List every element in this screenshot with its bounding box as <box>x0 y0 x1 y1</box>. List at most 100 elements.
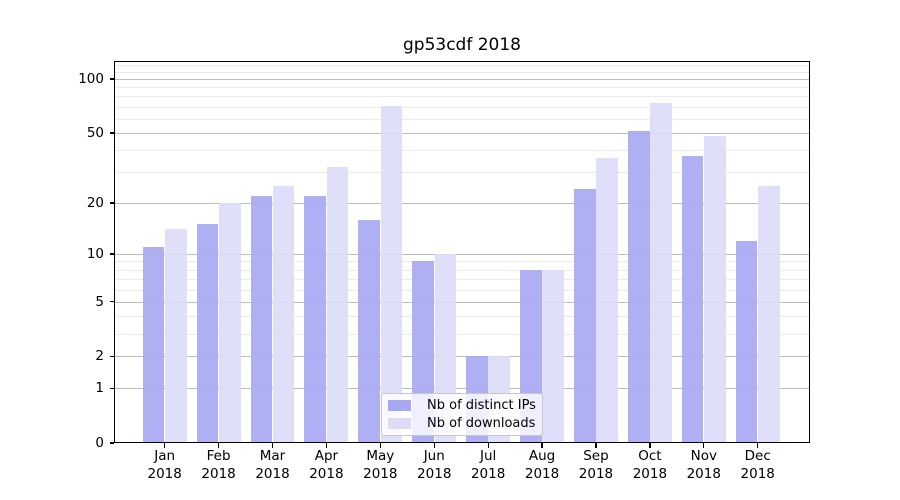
x-tick-label-jun: Jun 2018 <box>402 448 466 483</box>
bar-downloads-nov <box>704 136 726 443</box>
y-tick-label: 0 <box>95 435 104 451</box>
bar-distinct-ips-feb <box>196 224 219 443</box>
gridline-minor <box>114 269 810 271</box>
y-tick-mark <box>110 387 114 390</box>
y-tick-mark <box>110 301 114 303</box>
legend-swatch-downloads <box>388 417 411 429</box>
legend-item-downloads: Nb of downloads <box>388 416 536 431</box>
x-tick-label-aug: Aug 2018 <box>510 448 574 483</box>
gridline-minor <box>114 87 810 89</box>
x-tick-year: 2018 <box>255 465 290 482</box>
gridline-minor <box>114 71 810 73</box>
x-tick-mark <box>164 443 166 448</box>
y-tick-label: 10 <box>86 245 104 262</box>
legend: Nb of distinct IPs Nb of downloads <box>381 393 543 436</box>
legend-label-distinct-ips: Nb of distinct IPs <box>427 398 536 414</box>
x-tick-year: 2018 <box>632 465 668 482</box>
x-tick-month: Feb <box>206 448 231 464</box>
gridline-minor <box>114 118 810 120</box>
x-tick-month: Jul <box>479 448 497 464</box>
y-tick-mark <box>110 202 114 204</box>
gridline-minor <box>114 289 810 291</box>
bar-downloads-oct <box>650 102 672 443</box>
x-tick-month: Nov <box>690 448 717 464</box>
bar-downloads-jan <box>164 229 187 443</box>
gridline-minor <box>114 316 810 318</box>
bar-downloads-sep <box>596 158 618 443</box>
gridline-major <box>114 253 810 255</box>
x-tick-label-dec: Dec 2018 <box>726 448 790 483</box>
gridline-major <box>114 132 810 134</box>
gridline-minor <box>114 150 810 152</box>
bar-downloads-dec <box>758 186 780 443</box>
bar-distinct-ips-apr <box>304 195 327 443</box>
x-tick-mark <box>649 443 651 448</box>
x-tick-mark <box>703 443 705 448</box>
bar-downloads-aug <box>542 269 565 443</box>
x-tick-month: Oct <box>638 448 662 464</box>
x-tick-label-mar: Mar 2018 <box>241 448 305 483</box>
legend-label-downloads: Nb of downloads <box>427 415 536 431</box>
x-tick-mark <box>487 443 489 448</box>
y-tick-mark <box>110 132 114 134</box>
x-tick-month: Sep <box>583 448 609 464</box>
x-tick-year: 2018 <box>470 465 506 482</box>
gridline-minor <box>114 261 810 263</box>
bar-distinct-ips-nov <box>681 156 704 443</box>
x-tick-year: 2018 <box>363 465 398 482</box>
gridline-minor <box>114 96 810 98</box>
x-tick-mark <box>541 443 543 448</box>
x-tick-label-oct: Oct 2018 <box>618 448 682 483</box>
legend-swatch-distinct-ips <box>388 400 411 412</box>
bar-distinct-ips-dec <box>735 240 758 443</box>
x-tick-mark <box>595 443 597 448</box>
y-tick-mark <box>110 355 114 358</box>
x-tick-year: 2018 <box>740 465 775 482</box>
x-tick-month: Apr <box>314 448 339 464</box>
x-tick-label-nov: Nov 2018 <box>672 448 736 483</box>
bar-downloads-mar <box>272 186 295 443</box>
y-tick-label: 2 <box>95 348 104 365</box>
x-tick-mark <box>757 443 759 448</box>
x-tick-label-apr: Apr 2018 <box>294 448 358 483</box>
bar-downloads-apr <box>326 167 349 443</box>
x-tick-label-feb: Feb 2018 <box>187 448 251 483</box>
bar-distinct-ips-sep <box>573 189 596 443</box>
gridline-major <box>114 202 810 204</box>
x-tick-label-jan: Jan 2018 <box>133 448 197 483</box>
x-tick-month: Mar <box>259 448 286 464</box>
x-tick-year: 2018 <box>578 465 614 482</box>
bar-distinct-ips-mar <box>250 195 273 443</box>
x-tick-mark <box>271 443 274 448</box>
bar-downloads-may <box>380 105 403 443</box>
x-tick-mark <box>217 443 220 448</box>
gridline-minor <box>114 279 810 281</box>
x-tick-month: Jan <box>154 448 176 464</box>
bar-downloads-feb <box>218 202 241 443</box>
y-tick-label: 50 <box>86 124 104 141</box>
x-tick-label-jul: Jul 2018 <box>456 448 520 483</box>
chart-title: gp53cdf 2018 <box>402 35 521 55</box>
gridline-minor <box>114 106 810 108</box>
bar-distinct-ips-jan <box>142 247 165 443</box>
x-tick-year: 2018 <box>686 465 721 482</box>
gridline-major <box>114 356 810 358</box>
gridline-major <box>114 301 810 303</box>
x-tick-mark <box>379 443 382 448</box>
y-tick-mark <box>110 253 114 255</box>
plot-area <box>114 61 810 443</box>
x-tick-label-sep: Sep 2018 <box>564 448 628 483</box>
y-tick-label: 100 <box>78 71 104 88</box>
x-tick-label-may: May 2018 <box>348 448 412 483</box>
x-tick-year: 2018 <box>147 465 182 482</box>
gridline-minor <box>114 333 810 335</box>
y-tick-label: 20 <box>86 194 104 211</box>
x-tick-year: 2018 <box>201 465 236 482</box>
bar-distinct-ips-oct <box>627 131 650 443</box>
gridline-minor <box>114 172 810 174</box>
x-tick-month: Aug <box>528 448 556 464</box>
x-tick-year: 2018 <box>309 465 344 482</box>
x-tick-month: Dec <box>744 448 771 464</box>
x-tick-month: May <box>366 448 395 464</box>
